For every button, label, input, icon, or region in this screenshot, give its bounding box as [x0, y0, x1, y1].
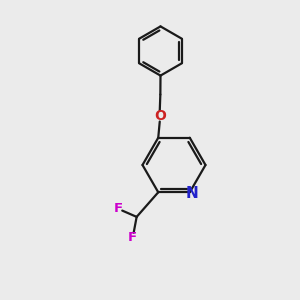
Text: O: O [154, 109, 166, 123]
Text: F: F [113, 202, 123, 215]
Text: N: N [185, 186, 198, 201]
Text: F: F [128, 231, 137, 244]
